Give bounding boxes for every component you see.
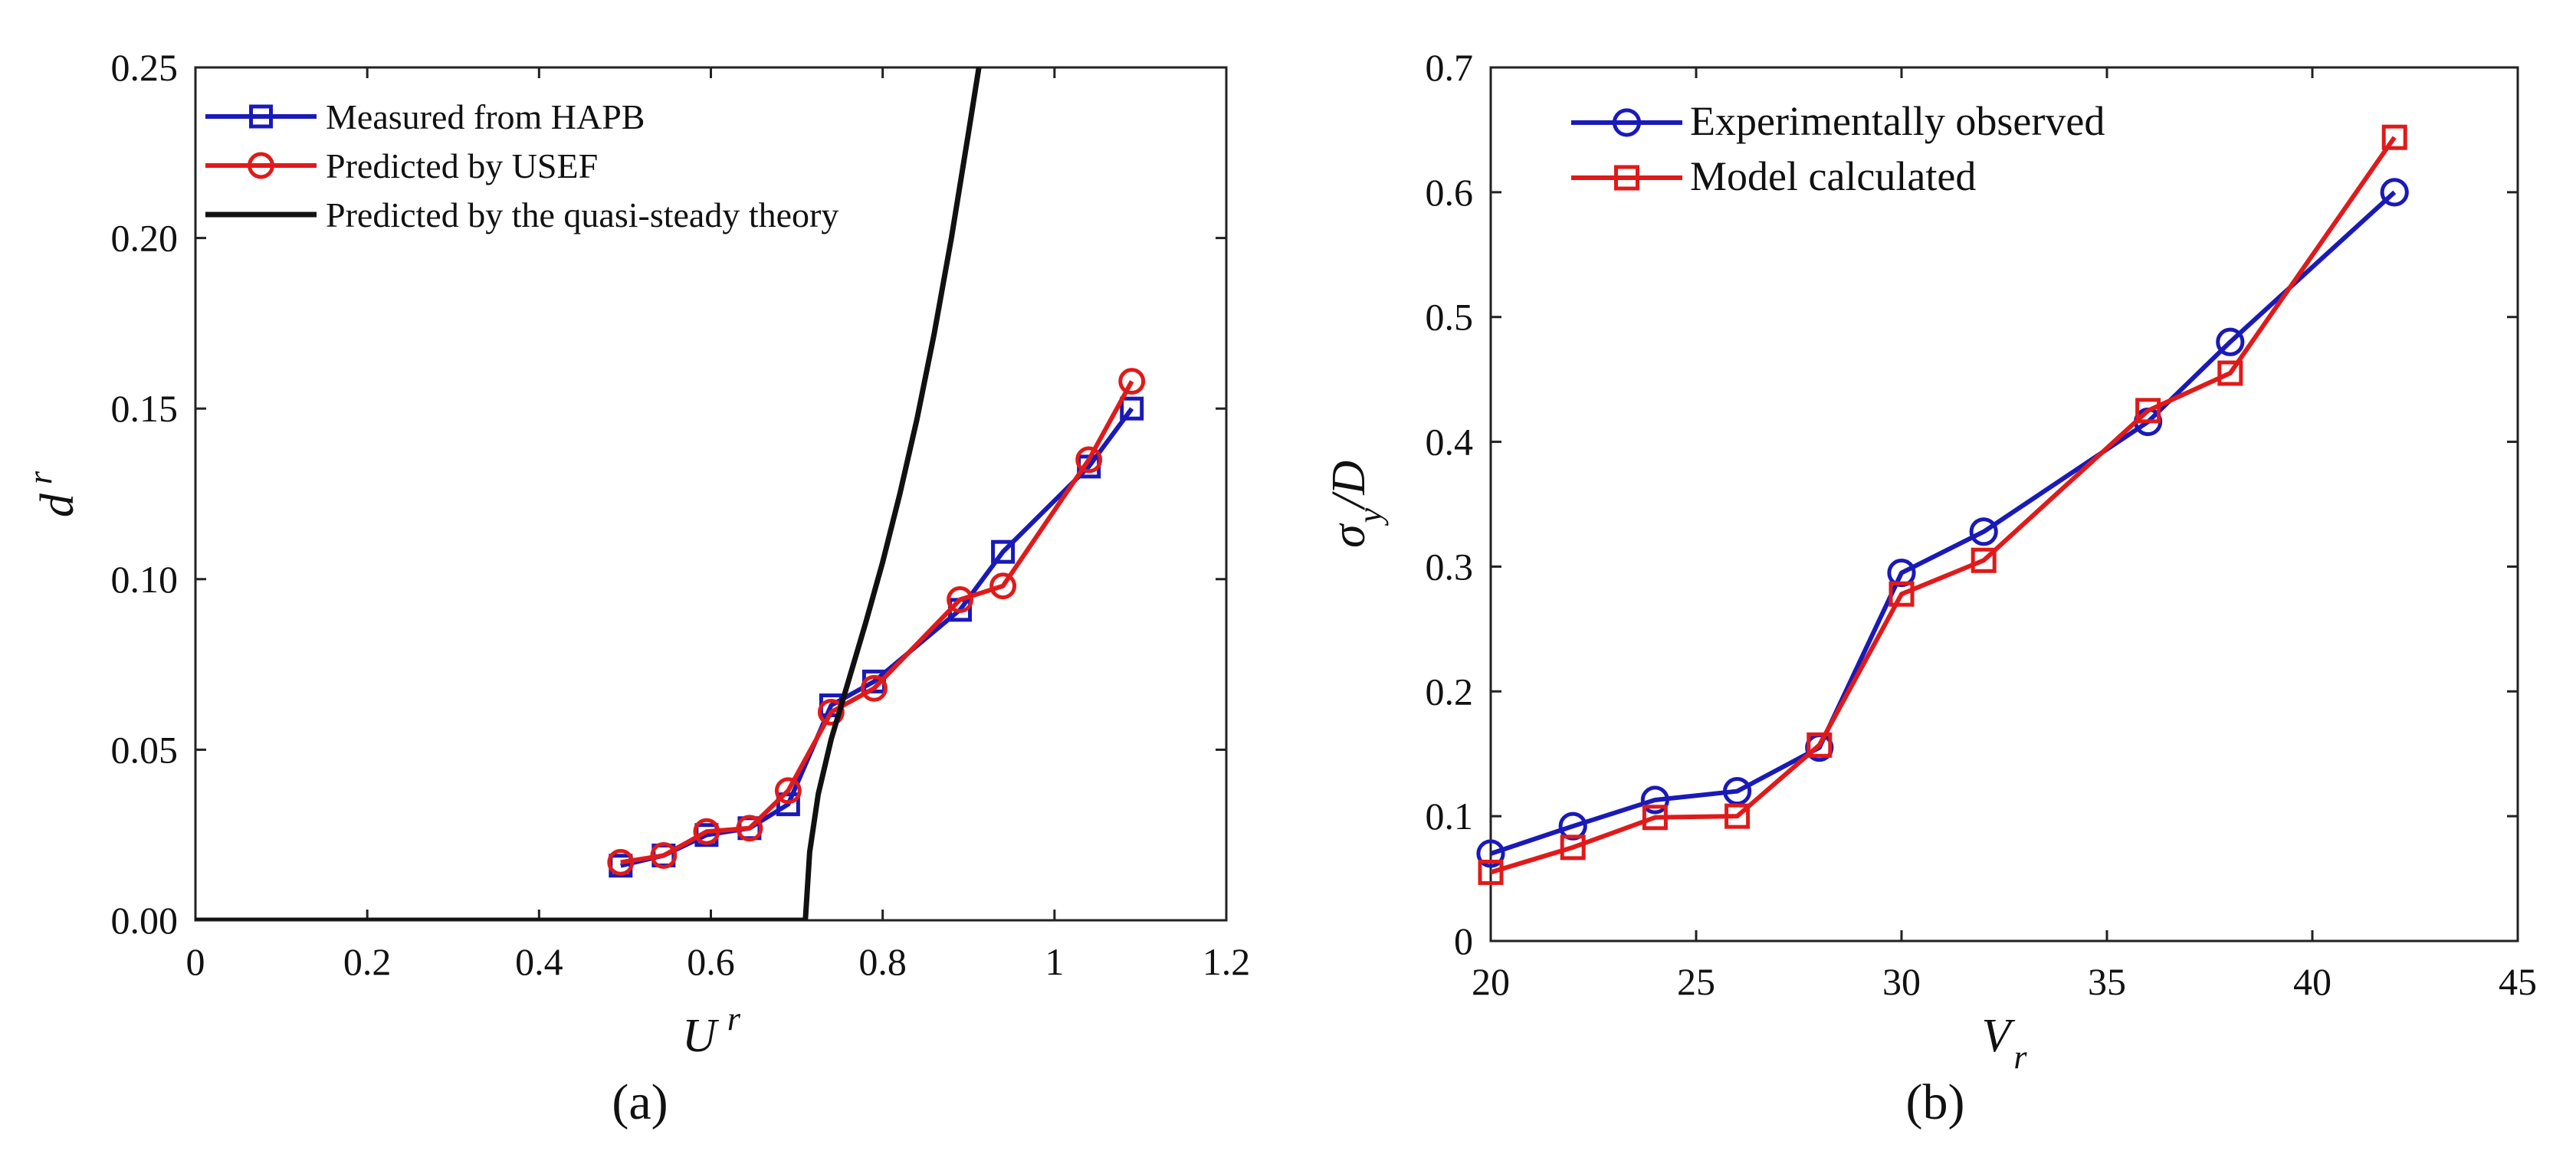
chart-b-series-1-point [1724, 803, 1751, 829]
chart-a-legend-label-2: Predicted by the quasi-steady theory [326, 195, 838, 234]
chart-a-y-axis-label-main: d [31, 493, 84, 517]
chart-b-series-1-point [1806, 732, 1833, 758]
chart-b-x-tick-label: 45 [2499, 960, 2537, 1003]
chart-a-x-tick-label: 0 [186, 940, 205, 983]
chart-a-series-0-point [776, 792, 800, 817]
chart-a-series-1-point [1118, 368, 1146, 395]
chart-b-legend: Experimentally observed Model calculated [1571, 98, 2105, 199]
chart-b-series-1-point [2135, 398, 2161, 424]
chart-b-series-line-1 [1491, 136, 2397, 875]
chart-a-x-tick-label: 0.8 [858, 940, 907, 983]
chart-a-y-tick-label: 0.15 [111, 387, 179, 430]
chart-a-series-0-point [1120, 396, 1144, 421]
chart-a-x-tick-label: 0.6 [687, 940, 735, 983]
chart-b-x-tick-label: 25 [1677, 960, 1715, 1003]
chart-a-series-1-point [989, 572, 1017, 600]
chart-a-series-1-point [693, 818, 720, 845]
chart-b-y-tick-label: 0.1 [1426, 795, 1474, 838]
chart-b-y-tick-label: 0 [1454, 920, 1473, 962]
chart-b-x-axis-label-main: V [1982, 1010, 2016, 1062]
chart-a-y-tick-label: 0.10 [111, 558, 179, 601]
chart-b-ticks: 20 25 30 35 40 45 0 0.1 0.2 0.3 0.4 0.5 0.6 0.7 [1426, 46, 2538, 1003]
chart-a-y-axis-label-sup: r [21, 470, 59, 484]
chart-b-series-0-point [1476, 839, 1505, 868]
chart-b-y-axis-label-rest: /D [1323, 461, 1375, 510]
chart-a-y-tick-label: 0.25 [111, 46, 179, 89]
chart-b-x-tick-label: 40 [2293, 960, 2332, 1003]
chart-a-y-tick-label: 0.05 [111, 728, 179, 771]
chart-a-series-1-point [774, 777, 802, 805]
chart-b-x-axis-label: Vr [1982, 1010, 2028, 1076]
chart-b-y-axis-label: σy/D [1323, 461, 1389, 548]
chart-b-series-0-point [1969, 517, 1998, 546]
chart-b-x-tick-label: 20 [1472, 960, 1510, 1003]
chart-b-axes-box [1489, 66, 2519, 943]
chart-a-y-tick-label: 0.00 [111, 899, 179, 942]
chart-a: 0 0.2 0.4 0.6 0.8 1 1.2 0.00 0.05 0.10 0.15 0.20 0.2… [21, 46, 1250, 1130]
chart-b-x-axis-label-sub: r [2013, 1038, 2027, 1076]
chart-a-series-0-point [991, 539, 1016, 564]
chart-b-series [1476, 124, 2409, 885]
chart-b-y-axis-label-sub: y [1351, 507, 1389, 526]
chart-b-y-tick-label: 0.4 [1426, 421, 1474, 464]
chart-a-x-tick-label: 1 [1045, 940, 1064, 983]
chart-a-legend-label-0: Measured from HAPB [326, 97, 645, 136]
chart-a-series-1-point [817, 698, 845, 726]
chart-b-series-0-point [1640, 785, 1669, 815]
chart-b-series-1-point [1478, 859, 1504, 885]
chart-a-legend: Measured from HAPB Predicted by USEF Predi… [205, 97, 838, 234]
chart-b-legend-label-1: Model calculated [1690, 153, 1976, 199]
chart-a-series-1-point [607, 848, 635, 876]
chart-b-y-tick-label: 0.2 [1426, 670, 1474, 713]
chart-a-ticks: 0 0.2 0.4 0.6 0.8 1 1.2 0.00 0.05 0.10 0.15 0.20 0.2… [111, 46, 1251, 983]
chart-b-y-tick-label: 0.7 [1426, 46, 1474, 89]
chart-a-x-tick-label: 0.2 [343, 940, 392, 983]
chart-b-y-axis-label-main: σ [1323, 523, 1375, 548]
chart-a-x-axis-label-sup: r [727, 1000, 741, 1038]
chart-b-x-tick-label: 35 [2088, 960, 2126, 1003]
chart-b-legend-marker-1 [1614, 165, 1639, 191]
chart-b-panel-label: (b) [1906, 1074, 1965, 1130]
chart-a-series-line-2 [195, 67, 982, 920]
chart-b-series-1-point [1560, 834, 1586, 861]
chart-b-series-1-point [2381, 124, 2407, 150]
chart-b-series-1-point [2217, 360, 2243, 386]
chart-a-series-1-point [947, 586, 973, 613]
chart-b-y-tick-label: 0.6 [1426, 171, 1474, 214]
chart-a-y-tick-label: 0.20 [111, 217, 179, 260]
chart-a-y-axis-label: dr [21, 470, 84, 517]
chart-a-legend-marker-0 [249, 104, 273, 129]
chart-b-series-0-point [2216, 327, 2245, 356]
chart-b: 20 25 30 35 40 45 0 0.1 0.2 0.3 0.4 0.5 0.6 0.7 Exper… [1323, 46, 2537, 1130]
chart-a-panel-label: (a) [612, 1074, 668, 1130]
chart-b-y-tick-label: 0.5 [1426, 296, 1474, 339]
chart-a-series [195, 67, 1146, 920]
chart-a-series-1-point [1075, 446, 1103, 474]
chart-b-series-1-point [1971, 547, 1997, 573]
chart-a-series-1-point [736, 815, 763, 842]
chart-a-series-1-point [861, 674, 888, 702]
chart-a-x-axis-label-main: U [682, 1010, 720, 1062]
chart-a-legend-label-1: Predicted by USEF [326, 146, 598, 185]
chart-b-series-0-point [2380, 178, 2409, 207]
chart-a-series-1-point [650, 841, 678, 869]
chart-b-series-1-point [1889, 581, 1915, 607]
chart-a-x-tick-label: 1.2 [1203, 940, 1251, 983]
chart-a-series-line-1 [620, 380, 1134, 865]
chart-b-series-1-point [1642, 805, 1668, 831]
chart-b-x-tick-label: 30 [1882, 960, 1921, 1003]
chart-b-y-tick-label: 0.3 [1426, 545, 1474, 588]
chart-b-legend-label-0: Experimentally observed [1690, 98, 2105, 144]
chart-b-legend-marker-0 [1612, 108, 1642, 137]
chart-a-x-tick-label: 0.4 [515, 940, 563, 983]
chart-a-legend-marker-1 [248, 152, 274, 179]
chart-b-series-line-0 [1491, 190, 2397, 856]
